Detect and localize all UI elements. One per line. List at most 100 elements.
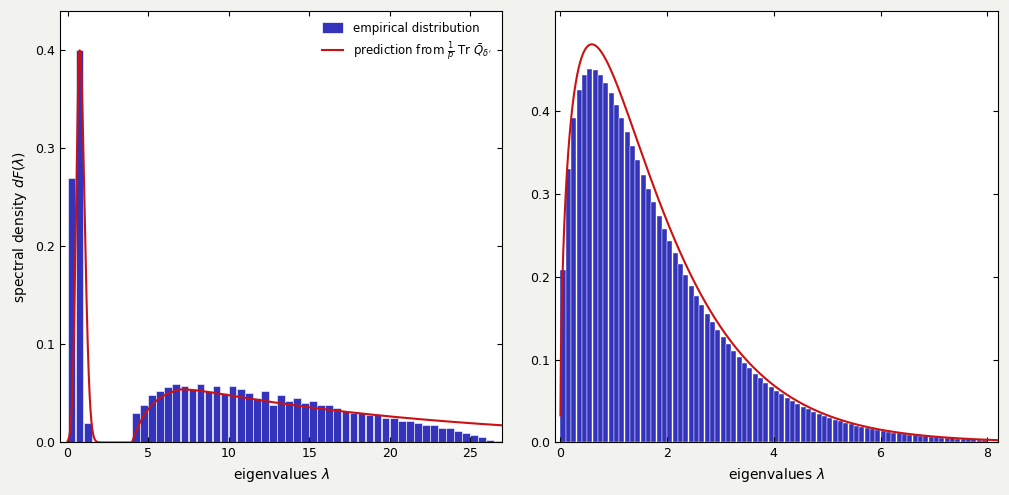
Bar	[148, 396, 156, 443]
Bar	[854, 426, 859, 443]
Bar	[237, 389, 244, 443]
X-axis label: eigenvalues $\lambda$: eigenvalues $\lambda$	[728, 466, 825, 484]
Legend: empirical distribution, prediction from $\frac{1}{p}$ Tr $\bar{Q}_{\delta'}$: empirical distribution, prediction from …	[318, 17, 496, 67]
Bar	[881, 431, 886, 443]
Bar	[678, 264, 683, 443]
Bar	[189, 389, 196, 443]
Bar	[381, 418, 389, 443]
Bar	[944, 438, 949, 443]
Bar	[205, 392, 212, 443]
Bar	[221, 394, 228, 443]
Bar	[181, 386, 188, 443]
Bar	[571, 118, 576, 443]
Bar	[886, 432, 891, 443]
Bar	[827, 418, 832, 443]
Bar	[365, 415, 373, 443]
Bar	[715, 330, 720, 443]
Bar	[806, 409, 811, 443]
Bar	[870, 429, 875, 443]
Bar	[667, 241, 672, 443]
Bar	[785, 398, 790, 443]
Bar	[560, 270, 566, 443]
Bar	[576, 90, 581, 443]
Bar	[795, 404, 800, 443]
Bar	[673, 253, 678, 443]
Bar	[934, 437, 939, 443]
Bar	[349, 413, 357, 443]
Bar	[865, 428, 870, 443]
Bar	[286, 401, 293, 443]
Bar	[373, 415, 381, 443]
Bar	[422, 425, 430, 443]
Bar	[140, 405, 148, 443]
Bar	[699, 305, 704, 443]
Bar	[928, 437, 933, 443]
Bar	[837, 421, 844, 443]
Bar	[406, 421, 414, 443]
Bar	[269, 405, 276, 443]
Bar	[710, 322, 715, 443]
Bar	[737, 357, 742, 443]
Bar	[470, 435, 478, 443]
Bar	[253, 398, 260, 443]
Bar	[84, 423, 92, 443]
Bar	[430, 425, 438, 443]
Bar	[486, 440, 494, 443]
Bar	[608, 93, 613, 443]
Bar	[860, 427, 865, 443]
Bar	[213, 386, 220, 443]
Bar	[832, 420, 837, 443]
Bar	[977, 440, 982, 443]
Bar	[229, 386, 236, 443]
Bar	[913, 435, 918, 443]
Bar	[68, 178, 76, 443]
Bar	[875, 430, 881, 443]
Bar	[939, 438, 944, 443]
Bar	[446, 428, 454, 443]
Bar	[164, 387, 173, 443]
Bar	[769, 387, 774, 443]
Bar	[613, 105, 619, 443]
Bar	[742, 363, 747, 443]
Bar	[902, 434, 907, 443]
Bar	[342, 411, 349, 443]
Bar	[972, 440, 977, 443]
Bar	[625, 132, 630, 443]
Bar	[326, 405, 333, 443]
Bar	[966, 439, 971, 443]
Bar	[844, 423, 849, 443]
Bar	[173, 384, 181, 443]
Bar	[849, 424, 854, 443]
Bar	[261, 392, 268, 443]
Bar	[753, 374, 758, 443]
Y-axis label: spectral density $dF(\lambda)$: spectral density $dF(\lambda)$	[11, 151, 29, 303]
Bar	[587, 69, 592, 443]
Bar	[630, 146, 635, 443]
Bar	[462, 433, 470, 443]
Bar	[732, 351, 737, 443]
Bar	[956, 439, 961, 443]
Bar	[811, 411, 816, 443]
Bar	[302, 403, 309, 443]
Bar	[918, 436, 923, 443]
Bar	[897, 433, 902, 443]
Bar	[398, 421, 406, 443]
Bar	[620, 118, 625, 443]
Bar	[950, 438, 956, 443]
Bar	[891, 433, 896, 443]
Bar	[790, 401, 795, 443]
Bar	[389, 418, 398, 443]
Bar	[763, 383, 768, 443]
Bar	[294, 398, 301, 443]
Bar	[582, 75, 587, 443]
Bar	[779, 395, 784, 443]
Bar	[961, 439, 966, 443]
X-axis label: eigenvalues $\lambda$: eigenvalues $\lambda$	[232, 466, 329, 484]
Bar	[132, 413, 140, 443]
Bar	[598, 75, 603, 443]
Bar	[197, 384, 204, 443]
Bar	[414, 423, 422, 443]
Bar	[720, 338, 725, 443]
Bar	[310, 401, 317, 443]
Bar	[156, 391, 164, 443]
